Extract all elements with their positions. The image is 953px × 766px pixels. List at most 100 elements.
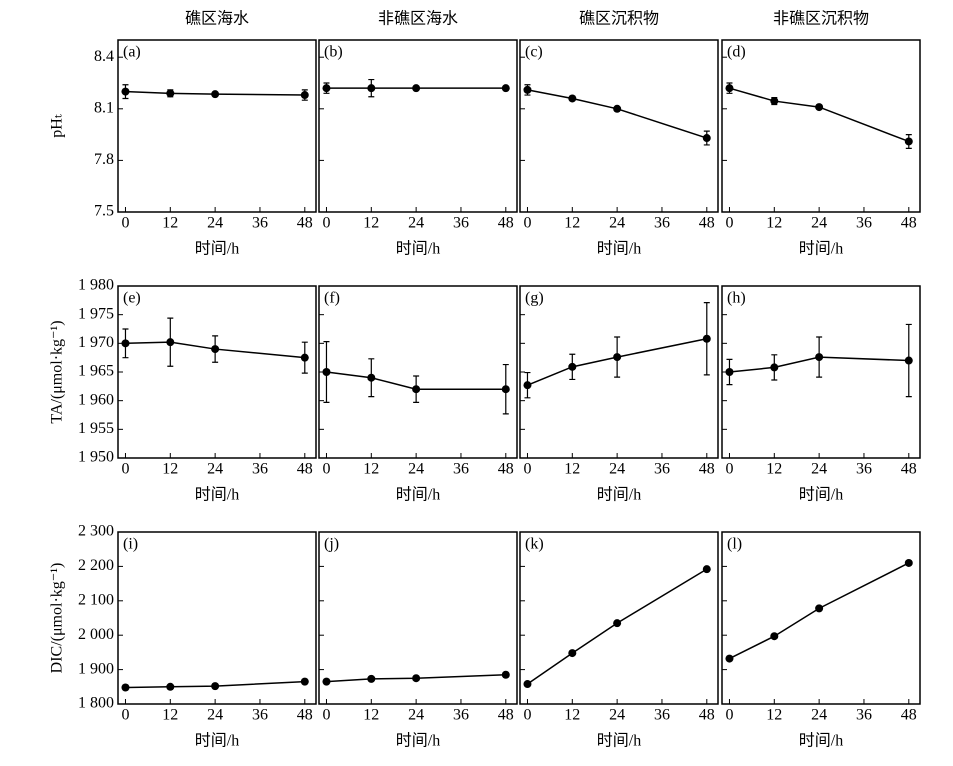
plot-frame: [117, 285, 317, 459]
x-tick-label: 24: [811, 461, 827, 478]
point: [770, 97, 779, 106]
point: [300, 91, 309, 100]
point: [166, 89, 175, 98]
x-tick-label: 24: [609, 215, 625, 232]
x-tick-label: 0: [322, 461, 330, 478]
line: [125, 90, 305, 96]
x-tick-label: 12: [162, 707, 178, 724]
line: [729, 87, 910, 143]
x-tick-label: 24: [408, 461, 424, 478]
x-tick-label: 24: [207, 707, 223, 724]
x-tick-label: 36: [252, 215, 268, 232]
y-tick-label: 8.4: [94, 48, 114, 65]
point: [613, 619, 622, 628]
x-tick-label: 0: [523, 215, 531, 232]
x-tick-label: 48: [498, 461, 514, 478]
x-tick-label: 36: [453, 461, 469, 478]
point: [568, 362, 577, 371]
panel-label: (d): [727, 44, 746, 61]
point: [725, 654, 734, 663]
plot-frame: [117, 39, 317, 213]
point: [815, 353, 824, 362]
panel-label: (h): [727, 290, 746, 307]
y-tick-label: 7.8: [94, 151, 114, 168]
x-tick-label: 12: [766, 215, 782, 232]
point: [300, 353, 309, 362]
x-tick-label: 24: [207, 461, 223, 478]
point: [322, 368, 331, 376]
point: [211, 90, 220, 99]
panel-label: (i): [123, 536, 138, 553]
panel-label: (j): [324, 536, 339, 553]
x-tick-label: 0: [725, 707, 733, 724]
point: [501, 385, 510, 394]
point: [568, 649, 577, 658]
x-tick-label: 0: [725, 215, 733, 232]
point: [322, 84, 331, 93]
y-tick-label: 1 900: [78, 660, 114, 677]
x-tick-label: 48: [699, 707, 715, 724]
x-tick-label: 0: [121, 707, 129, 724]
point: [613, 353, 622, 362]
x-axis-label: 时间/h: [195, 486, 239, 504]
line: [326, 674, 506, 683]
point: [412, 385, 421, 394]
line: [527, 338, 707, 386]
x-tick-label: 24: [609, 707, 625, 724]
x-tick-label: 12: [162, 215, 178, 232]
x-tick-label: 12: [162, 461, 178, 478]
plot-frame: [117, 531, 317, 705]
point: [815, 103, 824, 112]
plot-frame: [519, 39, 719, 213]
point: [702, 565, 711, 574]
x-tick-label: 36: [252, 707, 268, 724]
point: [904, 137, 913, 146]
x-tick-label: 48: [901, 215, 917, 232]
point: [166, 682, 175, 691]
panel-label: (b): [324, 44, 343, 61]
line: [326, 371, 506, 390]
point: [121, 683, 130, 692]
y-tick-label: 2 100: [78, 591, 114, 608]
point: [702, 334, 711, 343]
panel-label: (k): [525, 536, 544, 553]
point: [121, 339, 130, 348]
point: [166, 338, 175, 347]
panel-label: (c): [525, 44, 543, 61]
x-tick-label: 12: [564, 461, 580, 478]
point: [523, 381, 532, 390]
panel-label: (a): [123, 44, 141, 61]
x-axis-label: 时间/h: [396, 486, 440, 504]
x-axis-label: 时间/h: [396, 240, 440, 258]
point: [904, 356, 913, 365]
x-tick-label: 36: [654, 707, 670, 724]
y-tick-label: 2 000: [78, 626, 114, 643]
x-tick-label: 0: [523, 461, 531, 478]
point: [523, 85, 532, 94]
point: [412, 84, 421, 93]
y-tick-label: 1 800: [78, 695, 114, 712]
point: [523, 680, 532, 689]
x-tick-label: 36: [654, 215, 670, 232]
point: [367, 84, 376, 93]
x-tick-label: 36: [654, 461, 670, 478]
plot-frame: [318, 285, 518, 459]
point: [412, 674, 421, 683]
x-tick-label: 36: [453, 707, 469, 724]
line: [527, 568, 708, 685]
point: [725, 84, 734, 93]
line: [125, 680, 305, 689]
y-axis-label: DIC/(μmol·kg⁻¹): [49, 563, 66, 674]
x-axis-label: 时间/h: [799, 732, 843, 750]
y-tick-label: 1 975: [78, 305, 114, 322]
x-tick-label: 0: [523, 707, 531, 724]
x-tick-label: 0: [322, 707, 330, 724]
x-tick-label: 12: [766, 461, 782, 478]
point: [367, 373, 376, 382]
point: [300, 677, 309, 686]
point: [904, 558, 913, 567]
x-tick-label: 0: [121, 215, 129, 232]
x-axis-label: 时间/h: [396, 732, 440, 750]
x-axis-label: 时间/h: [195, 240, 239, 258]
